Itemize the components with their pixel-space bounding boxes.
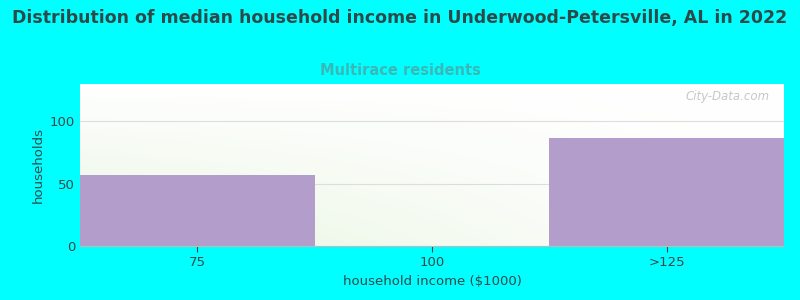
X-axis label: household income ($1000): household income ($1000) (342, 275, 522, 288)
Text: Distribution of median household income in Underwood-Petersville, AL in 2022: Distribution of median household income … (12, 9, 788, 27)
Y-axis label: households: households (31, 127, 44, 203)
Bar (550, 138, 784, 246)
Text: City-Data.com: City-Data.com (686, 91, 770, 103)
Text: Multirace residents: Multirace residents (319, 63, 481, 78)
Bar (80, 175, 314, 246)
